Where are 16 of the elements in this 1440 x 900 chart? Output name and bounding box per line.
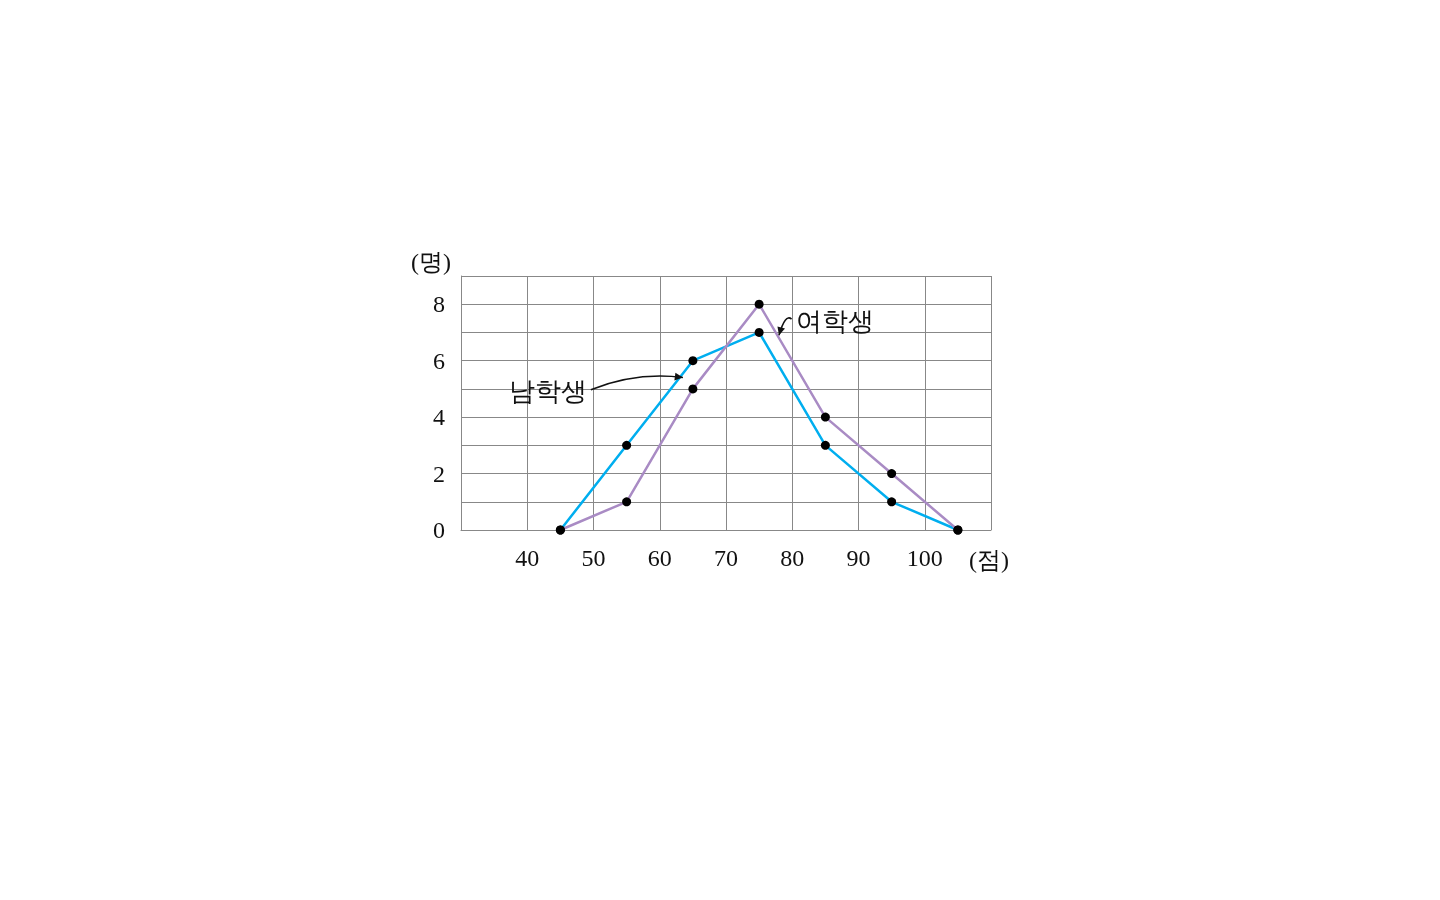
x-tick-label: 70 [714,545,738,571]
x-tick-label: 50 [581,545,606,571]
series-label: 남학생 [508,377,587,407]
y-tick-label: 4 [433,404,445,431]
y-tick-label: 6 [433,347,445,374]
x-tick-label: 90 [846,545,871,571]
x-tick-label: 60 [647,545,672,571]
x-tick-label: 40 [515,545,540,571]
y-tick-label: 2 [433,460,445,487]
y-axis-title: (명) [411,249,451,275]
x-tick-label: 100 [906,545,943,571]
y-tick-label: 8 [433,291,445,318]
x-tick-label: 80 [780,545,805,571]
x-axis-title: (점) [969,547,1009,573]
y-tick-label: 0 [433,517,445,543]
series-label: 여학생 [795,306,874,336]
